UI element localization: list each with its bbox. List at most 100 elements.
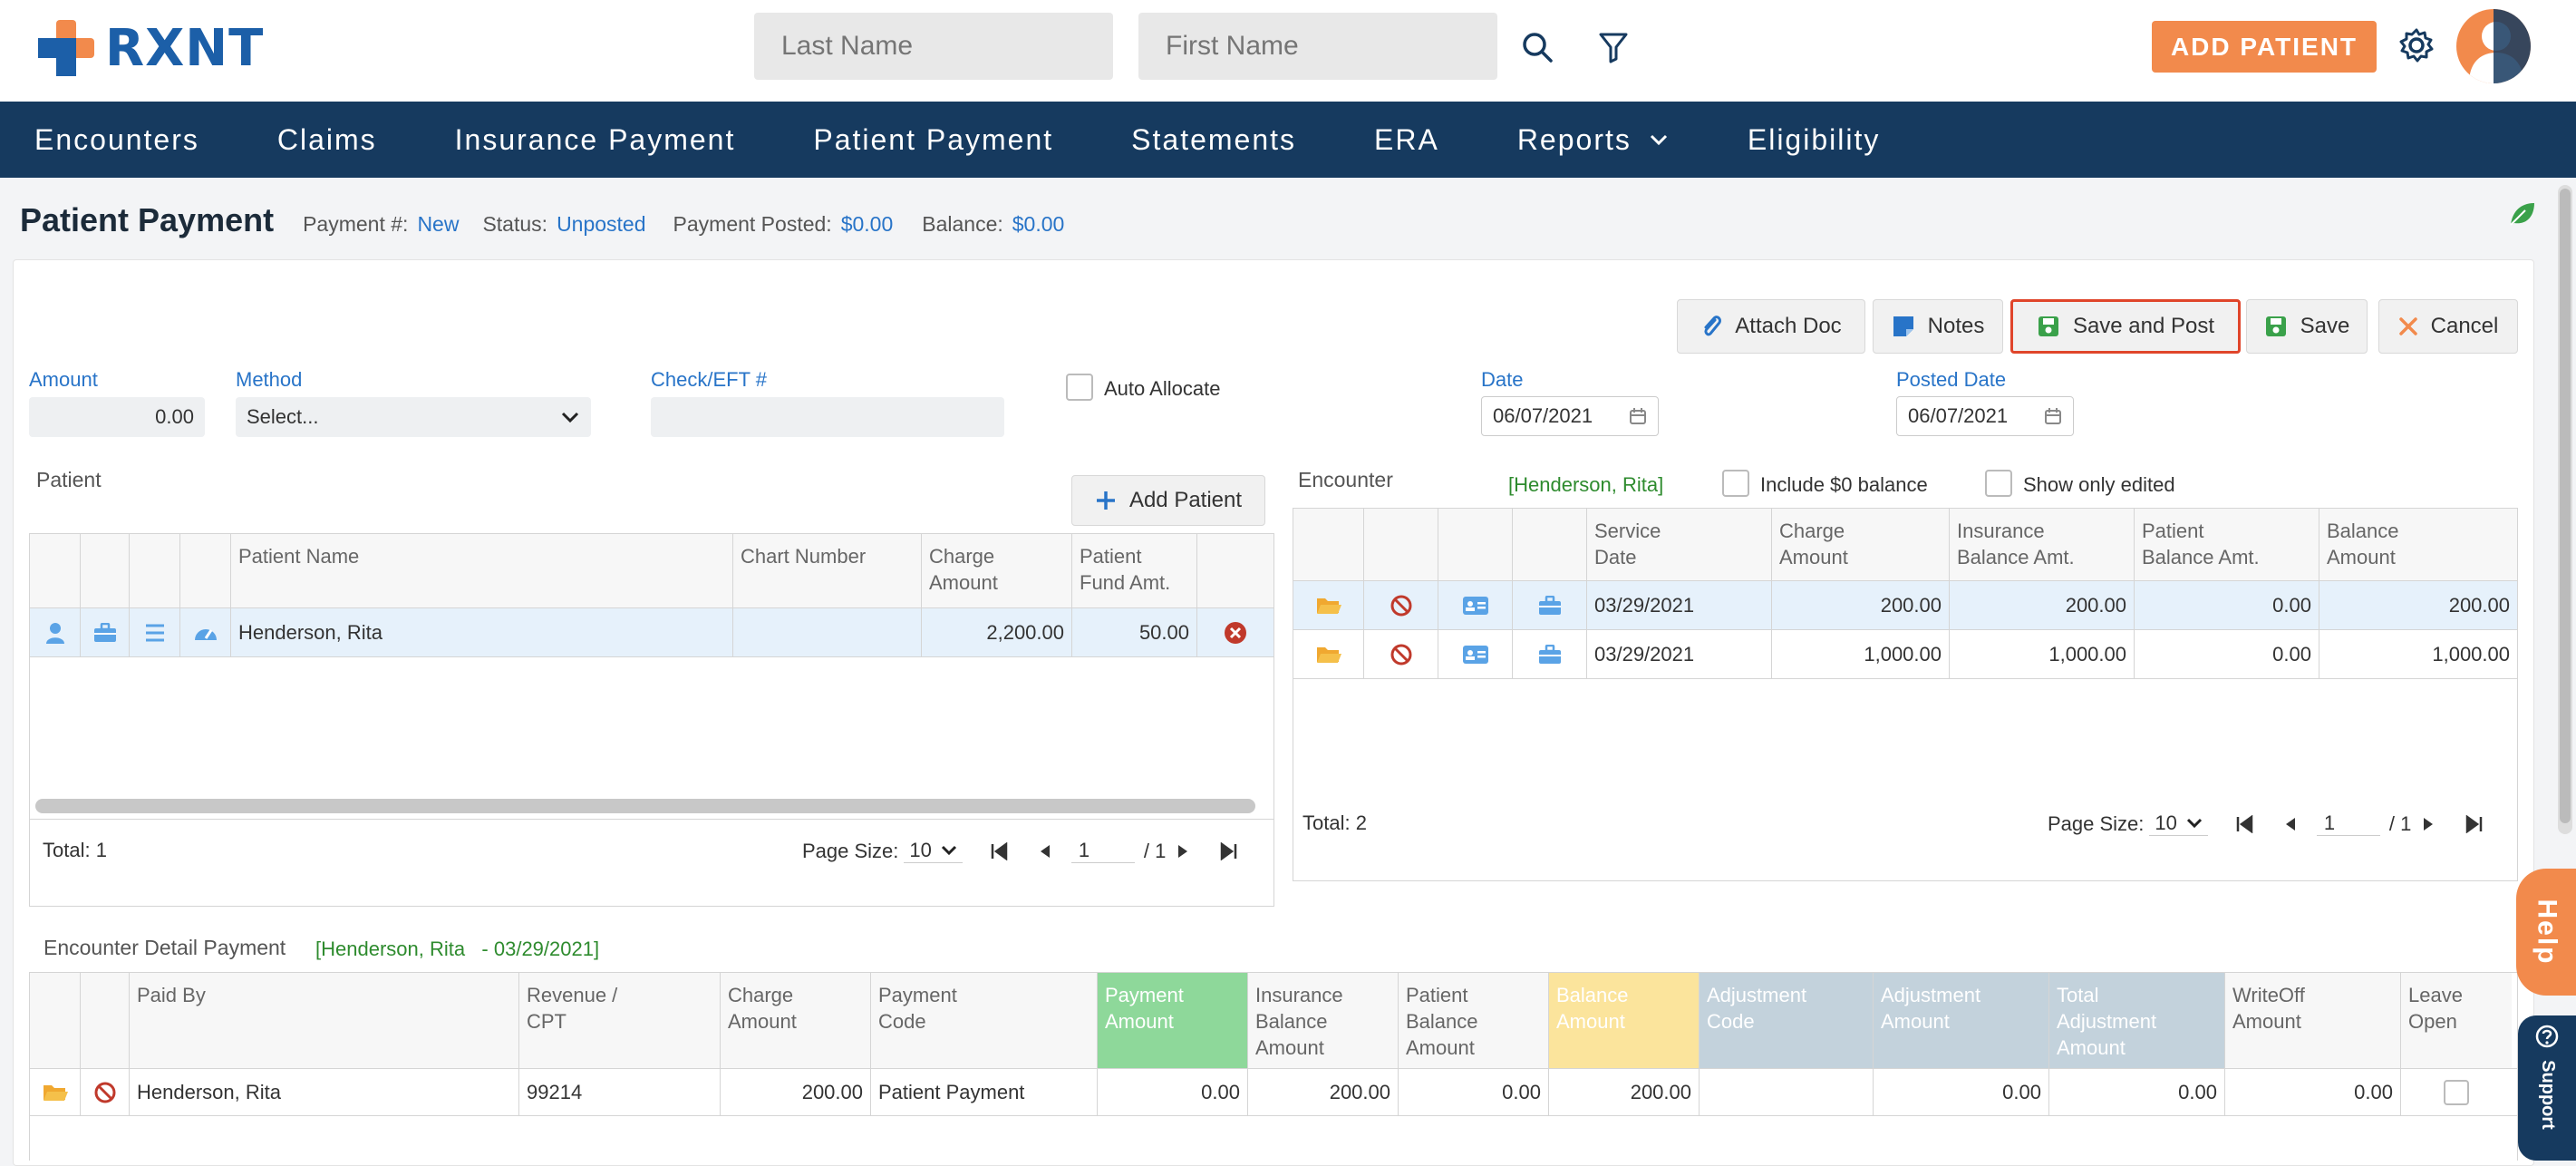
leaf-icon[interactable] <box>2507 199 2536 233</box>
header-service-date[interactable]: Service Date <box>1587 509 1772 580</box>
calendar-icon[interactable] <box>1629 407 1647 425</box>
folder-icon[interactable] <box>30 1069 81 1115</box>
page-input[interactable]: 1 <box>1070 839 1135 863</box>
save-button[interactable]: Save <box>2246 299 2368 354</box>
next-page-icon[interactable] <box>1175 842 1191 860</box>
header-insurance-balance[interactable]: Insurance Balance Amt. <box>1950 509 2135 580</box>
writeoff-cell[interactable]: 0.00 <box>2225 1069 2401 1115</box>
header-chart-number[interactable]: Chart Number <box>733 534 922 607</box>
page-scrollbar[interactable] <box>2558 185 2572 834</box>
payment-amount-cell[interactable]: 0.00 <box>1098 1069 1248 1115</box>
header-total-adjustment[interactable]: Total Adjustment Amount <box>2049 973 2225 1068</box>
leave-open-checkbox[interactable] <box>2444 1079 2469 1105</box>
table-row[interactable]: Henderson, Rita 2,200.00 50.00 <box>30 608 1273 657</box>
table-row[interactable]: Henderson, Rita 99214 200.00 Patient Pay… <box>30 1069 2517 1116</box>
last-name-input[interactable] <box>754 13 1113 80</box>
header-charge-amount[interactable]: Charge Amount <box>721 973 871 1068</box>
header-payment-amount[interactable]: Payment Amount <box>1098 973 1248 1068</box>
header-charge-amount[interactable]: Charge Amount <box>922 534 1072 607</box>
first-name-input[interactable] <box>1138 13 1497 80</box>
header-paid-by[interactable]: Paid By <box>130 973 519 1068</box>
include-zero-checkbox[interactable] <box>1722 470 1749 497</box>
remove-icon[interactable] <box>1197 608 1273 656</box>
page-input[interactable]: 1 <box>2316 811 2380 836</box>
void-icon[interactable] <box>1364 581 1438 629</box>
briefcase-icon[interactable] <box>1513 630 1587 678</box>
header-patient-fund[interactable]: Patient Fund Amt. <box>1072 534 1197 607</box>
auto-allocate-checkbox[interactable] <box>1066 374 1093 401</box>
nav-statements[interactable]: Statements <box>1131 122 1297 156</box>
header-revenue-cpt[interactable]: Revenue / CPT <box>519 973 721 1068</box>
header-charge-amount[interactable]: Charge Amount <box>1772 509 1950 580</box>
gauge-icon[interactable] <box>180 608 231 656</box>
header-writeoff[interactable]: WriteOff Amount <box>2225 973 2401 1068</box>
folder-icon[interactable] <box>1293 630 1364 678</box>
nav-eligibility[interactable]: Eligibility <box>1747 122 1881 156</box>
page-size-select[interactable]: 10 <box>2149 811 2208 836</box>
adjustment-code-cell[interactable] <box>1700 1069 1874 1115</box>
nav-insurance-payment[interactable]: Insurance Payment <box>454 122 736 156</box>
method-select[interactable]: Select... <box>236 397 591 437</box>
nav-reports[interactable]: Reports <box>1517 123 1670 157</box>
cancel-button[interactable]: Cancel <box>2378 299 2518 354</box>
header-balance-amount[interactable]: Balance Amount <box>1549 973 1700 1068</box>
support-tab[interactable]: Support <box>2518 1015 2576 1161</box>
add-patient-button[interactable]: ADD PATIENT <box>2152 21 2377 73</box>
next-page-icon[interactable] <box>2420 815 2436 833</box>
nav-era[interactable]: ERA <box>1374 122 1439 156</box>
void-icon[interactable] <box>1364 630 1438 678</box>
nav-patient-payment[interactable]: Patient Payment <box>813 122 1054 156</box>
calendar-icon[interactable] <box>2044 407 2062 425</box>
id-card-icon[interactable] <box>1438 581 1513 629</box>
folder-icon[interactable] <box>1293 581 1364 629</box>
posted-date-input[interactable]: 06/07/2021 <box>1896 396 2074 436</box>
id-card-icon[interactable] <box>1438 630 1513 678</box>
nav-encounters[interactable]: Encounters <box>34 122 199 156</box>
date-input[interactable]: 06/07/2021 <box>1481 396 1659 436</box>
nav-claims[interactable]: Claims <box>276 122 377 156</box>
adjustment-amount-cell[interactable]: 0.00 <box>1874 1069 2049 1115</box>
search-icon[interactable] <box>1516 25 1559 69</box>
patient-fund-cell[interactable]: 50.00 <box>1072 608 1197 656</box>
notes-button[interactable]: Notes <box>1873 299 2003 354</box>
header-patient-balance[interactable]: Patient Balance Amt. <box>2135 509 2319 580</box>
header-payment-code[interactable]: Payment Code <box>871 973 1098 1068</box>
last-page-icon[interactable] <box>1218 841 1238 860</box>
person-icon[interactable] <box>30 608 81 656</box>
filter-icon[interactable] <box>1592 25 1635 69</box>
header-leave-open[interactable]: Leave Open <box>2401 973 2512 1068</box>
amount-input[interactable]: 0.00 <box>29 397 205 437</box>
page-size-select[interactable]: 10 <box>904 839 963 863</box>
header-patient-name[interactable]: Patient Name <box>231 534 733 607</box>
rxnt-logo[interactable]: RXNT <box>36 16 264 80</box>
user-avatar[interactable] <box>2456 9 2531 83</box>
attach-doc-button[interactable]: Attach Doc <box>1677 299 1865 354</box>
void-icon[interactable] <box>81 1069 130 1115</box>
table-row[interactable]: 03/29/2021 1,000.00 1,000.00 0.00 1,000.… <box>1293 630 2517 679</box>
scrollbar-thumb[interactable] <box>2560 189 2571 823</box>
header-adjustment-amount[interactable]: Adjustment Amount <box>1874 973 2049 1068</box>
check-eft-input[interactable] <box>651 397 1004 437</box>
briefcase-icon[interactable] <box>81 608 130 656</box>
show-edited-checkbox[interactable] <box>1985 470 2012 497</box>
briefcase-icon[interactable] <box>1513 581 1587 629</box>
gear-icon[interactable] <box>2395 24 2438 67</box>
header-patient-balance[interactable]: Patient Balance Amount <box>1399 973 1549 1068</box>
horizontal-scrollbar[interactable] <box>35 799 1255 813</box>
help-tab[interactable]: Help <box>2516 869 2576 996</box>
amount-label: Amount <box>29 368 98 391</box>
prev-page-icon[interactable] <box>1037 842 1053 860</box>
payment-code-cell[interactable]: Patient Payment <box>871 1069 1098 1115</box>
prev-page-icon[interactable] <box>2282 815 2299 833</box>
header-insurance-balance[interactable]: Insurance Balance Amount <box>1248 973 1399 1068</box>
first-page-icon[interactable] <box>990 841 1010 860</box>
header-adjustment-code[interactable]: Adjustment Code <box>1700 973 1874 1068</box>
first-page-icon[interactable] <box>2235 814 2255 833</box>
header-balance-amount[interactable]: Balance Amount <box>2319 509 2517 580</box>
table-row[interactable]: 03/29/2021 200.00 200.00 0.00 200.00 <box>1293 581 2517 630</box>
save-and-post-button[interactable]: Save and Post <box>2010 299 2241 354</box>
add-patient-grid-button[interactable]: Add Patient <box>1071 475 1265 526</box>
insurance-balance-cell: 200.00 <box>1248 1069 1399 1115</box>
list-icon[interactable] <box>130 608 180 656</box>
last-page-icon[interactable] <box>2464 814 2484 833</box>
